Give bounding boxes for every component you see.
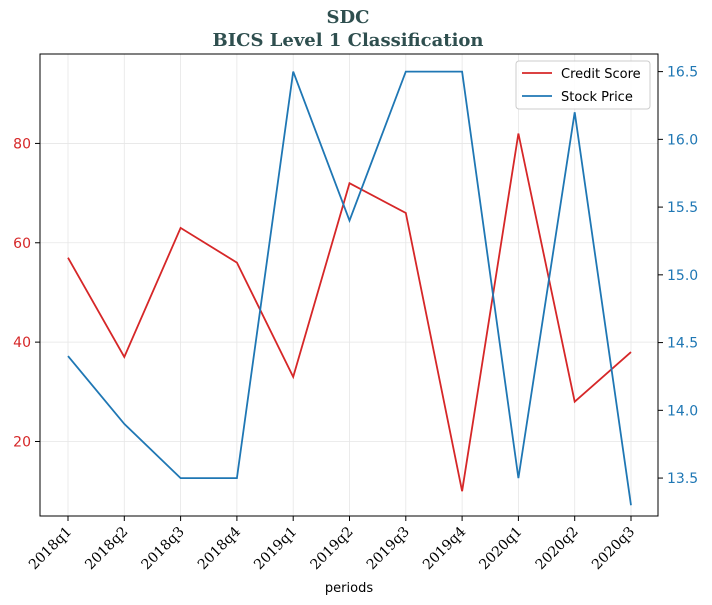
y-right-tick-label: 16.0 bbox=[667, 132, 698, 148]
x-axis: 2018q1 2018q2 2018q3 2018q4 2019q1 2019q2 2019… bbox=[26, 516, 638, 573]
y-right-tick-label: 13.5 bbox=[667, 471, 698, 487]
series-layer bbox=[67, 70, 632, 506]
y-axis-left: 20 40 60 80 bbox=[13, 136, 40, 450]
y-right-tick-label: 15.0 bbox=[667, 268, 698, 284]
legend: Credit Score Stock Price bbox=[515, 60, 651, 110]
chart-title: SDC bbox=[327, 7, 370, 28]
x-tick-label: 2020q3 bbox=[589, 524, 638, 573]
y-left-tick-label: 60 bbox=[13, 236, 31, 252]
x-tick-label: 2018q3 bbox=[139, 524, 188, 573]
legend-label-stock-price: Stock Price bbox=[561, 90, 633, 105]
series-line-credit-score bbox=[67, 133, 632, 492]
x-tick-label: 2019q4 bbox=[420, 524, 469, 573]
grid-lines bbox=[40, 54, 658, 516]
x-tick-label: 2019q2 bbox=[307, 524, 356, 573]
y-left-tick-label: 20 bbox=[13, 434, 31, 450]
y-left-tick-label: 40 bbox=[13, 335, 31, 351]
x-tick-label: 2018q1 bbox=[26, 524, 75, 573]
x-tick-label: 2020q1 bbox=[476, 524, 525, 573]
x-axis-label: periods bbox=[325, 581, 373, 596]
y-axis-right: 13.5 14.0 14.5 15.0 15.5 16.0 16.5 bbox=[658, 65, 698, 487]
y-right-tick-label: 14.5 bbox=[667, 336, 698, 352]
x-tick-label: 2018q2 bbox=[82, 524, 131, 573]
plot-frame bbox=[39, 53, 659, 517]
x-tick-label: 2020q2 bbox=[533, 524, 582, 573]
y-right-tick-label: 14.0 bbox=[667, 403, 698, 419]
x-tick-label: 2018q4 bbox=[195, 524, 244, 573]
x-tick-label: 2019q1 bbox=[251, 524, 300, 573]
y-right-tick-label: 16.5 bbox=[667, 65, 698, 81]
y-left-tick-label: 80 bbox=[13, 136, 31, 152]
series-line-stock-price bbox=[67, 70, 632, 506]
y-right-tick-label: 15.5 bbox=[667, 200, 698, 216]
chart-subtitle: BICS Level 1 Classification bbox=[212, 30, 483, 51]
x-tick-label: 2019q3 bbox=[364, 524, 413, 573]
legend-label-credit-score: Credit Score bbox=[561, 67, 641, 82]
